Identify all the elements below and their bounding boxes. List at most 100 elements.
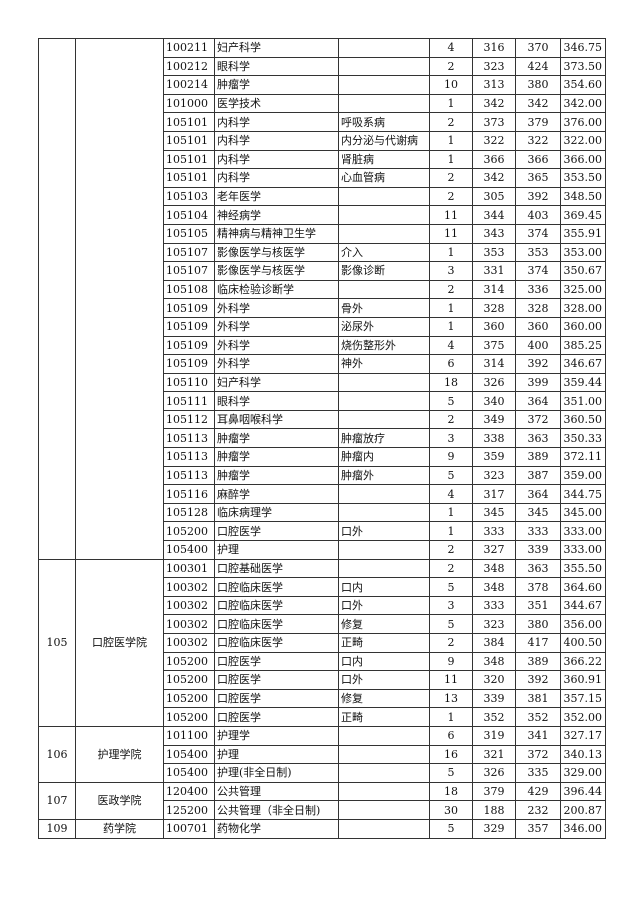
min-score-cell: 319 (472, 725, 516, 746)
direction-cell: 修复 (338, 614, 430, 634)
table-row: 105108 临床检验诊断学 2 314 336 325.00 (39, 279, 606, 300)
min-score-cell: 348 (472, 651, 516, 672)
max-score-cell: 400 (515, 335, 561, 356)
direction-cell: 影像诊断 (338, 261, 430, 281)
avg-score-cell: 342.00 (560, 93, 606, 114)
direction-cell: 骨外 (338, 298, 430, 318)
table-row: 105128 临床病理学 1 345 345 345.00 (39, 502, 606, 523)
min-score-cell: 305 (472, 186, 516, 207)
min-score-cell: 188 (472, 800, 516, 820)
major-code-cell: 105200 (163, 670, 215, 690)
max-score-cell: 417 (515, 633, 561, 653)
college-code: 106 (38, 725, 76, 783)
min-score-cell: 379 (472, 781, 516, 802)
count-cell: 6 (429, 354, 473, 374)
min-score-cell: 314 (472, 354, 516, 374)
avg-score-cell: 364.60 (560, 577, 606, 597)
direction-cell: 口外 (338, 595, 430, 616)
avg-score-cell: 360.00 (560, 316, 606, 337)
count-cell: 30 (429, 800, 473, 820)
count-cell: 2 (429, 558, 473, 579)
major-name-cell: 影像医学与核医学 (214, 242, 339, 263)
direction-cell: 口内 (338, 651, 430, 672)
direction-cell: 心血管病 (338, 168, 430, 188)
major-name-cell: 口腔临床医学 (214, 614, 339, 634)
table-row: 105112 耳鼻咽喉科学 2 349 372 360.50 (39, 409, 606, 430)
direction-cell (338, 391, 430, 411)
count-cell: 1 (429, 502, 473, 523)
college-code (38, 38, 76, 560)
avg-score-cell: 350.33 (560, 428, 606, 449)
min-score-cell: 323 (472, 465, 516, 486)
direction-cell: 肿瘤放疗 (338, 428, 430, 449)
count-cell: 2 (429, 186, 473, 207)
direction-cell (338, 75, 430, 95)
avg-score-cell: 322.00 (560, 130, 606, 151)
table-row: 106 护理学院 101100 护理学 6 319 341 327.17 (38, 725, 606, 783)
table-row: 105400 护理 2 327 339 333.00 (39, 540, 606, 560)
avg-score-cell: 350.67 (560, 261, 606, 281)
direction-cell (338, 186, 430, 207)
major-code-cell: 105101 (163, 130, 215, 151)
avg-score-cell: 373.50 (560, 56, 606, 77)
major-name-cell: 公共管理 (214, 781, 339, 802)
max-score-cell: 403 (515, 205, 561, 225)
count-cell: 4 (429, 484, 473, 504)
major-name-cell: 外科学 (214, 316, 339, 337)
avg-score-cell: 328.00 (560, 298, 606, 318)
avg-score-cell: 200.87 (560, 800, 606, 820)
table-row: 105109 外科学 泌尿外 1 360 360 360.00 (39, 316, 606, 337)
major-name-cell: 医学技术 (214, 93, 339, 114)
min-score-cell: 327 (472, 540, 516, 560)
max-score-cell: 351 (515, 595, 561, 616)
max-score-cell: 389 (515, 447, 561, 467)
min-score-cell: 359 (472, 447, 516, 467)
major-code-cell: 125200 (163, 800, 215, 820)
max-score-cell: 353 (515, 242, 561, 263)
count-cell: 5 (429, 577, 473, 597)
avg-score-cell: 360.50 (560, 409, 606, 430)
direction-cell: 肿瘤外 (338, 465, 430, 486)
min-score-cell: 342 (472, 93, 516, 114)
avg-score-cell: 366.22 (560, 651, 606, 672)
count-cell: 5 (429, 465, 473, 486)
max-score-cell: 341 (515, 725, 561, 746)
min-score-cell: 333 (472, 521, 516, 542)
count-cell: 1 (429, 316, 473, 337)
max-score-cell: 380 (515, 75, 561, 95)
count-cell: 1 (429, 130, 473, 151)
avg-score-cell: 357.15 (560, 688, 606, 709)
major-code-cell: 105200 (163, 707, 215, 727)
major-code-cell: 101100 (163, 725, 215, 746)
major-code-cell: 105200 (163, 521, 215, 542)
table-row: 100302 口腔临床医学 口内 5 348 378 364.60 (39, 577, 606, 597)
major-name-cell: 口腔医学 (214, 670, 339, 690)
avg-score-cell: 376.00 (560, 112, 606, 132)
avg-score-cell: 346.00 (560, 818, 606, 839)
min-score-cell: 360 (472, 316, 516, 337)
avg-score-cell: 348.50 (560, 186, 606, 207)
major-code-cell: 105113 (163, 465, 215, 486)
avg-score-cell: 356.00 (560, 614, 606, 634)
count-cell: 1 (429, 242, 473, 263)
avg-score-cell: 359.00 (560, 465, 606, 486)
major-name-cell: 内科学 (214, 130, 339, 151)
table-row: 100302 口腔临床医学 正畸 2 384 417 400.50 (39, 633, 606, 653)
direction-cell: 正畸 (338, 633, 430, 653)
college-college: 药学院 (75, 818, 164, 839)
max-score-cell: 370 (515, 38, 561, 58)
major-code-cell: 105101 (163, 168, 215, 188)
min-score-cell: 353 (472, 242, 516, 263)
table-row: 109 药学院 100701 药物化学 5 329 357 346.00 (38, 818, 606, 839)
max-score-cell: 363 (515, 428, 561, 449)
college-college (75, 38, 164, 560)
max-score-cell: 336 (515, 279, 561, 300)
min-score-cell: 373 (472, 112, 516, 132)
count-cell: 1 (429, 93, 473, 114)
major-name-cell: 外科学 (214, 335, 339, 356)
major-name-cell: 护理(非全日制) (214, 763, 339, 783)
major-code-cell: 100302 (163, 577, 215, 597)
min-score-cell: 328 (472, 298, 516, 318)
min-score-cell: 352 (472, 707, 516, 727)
count-cell: 1 (429, 149, 473, 170)
